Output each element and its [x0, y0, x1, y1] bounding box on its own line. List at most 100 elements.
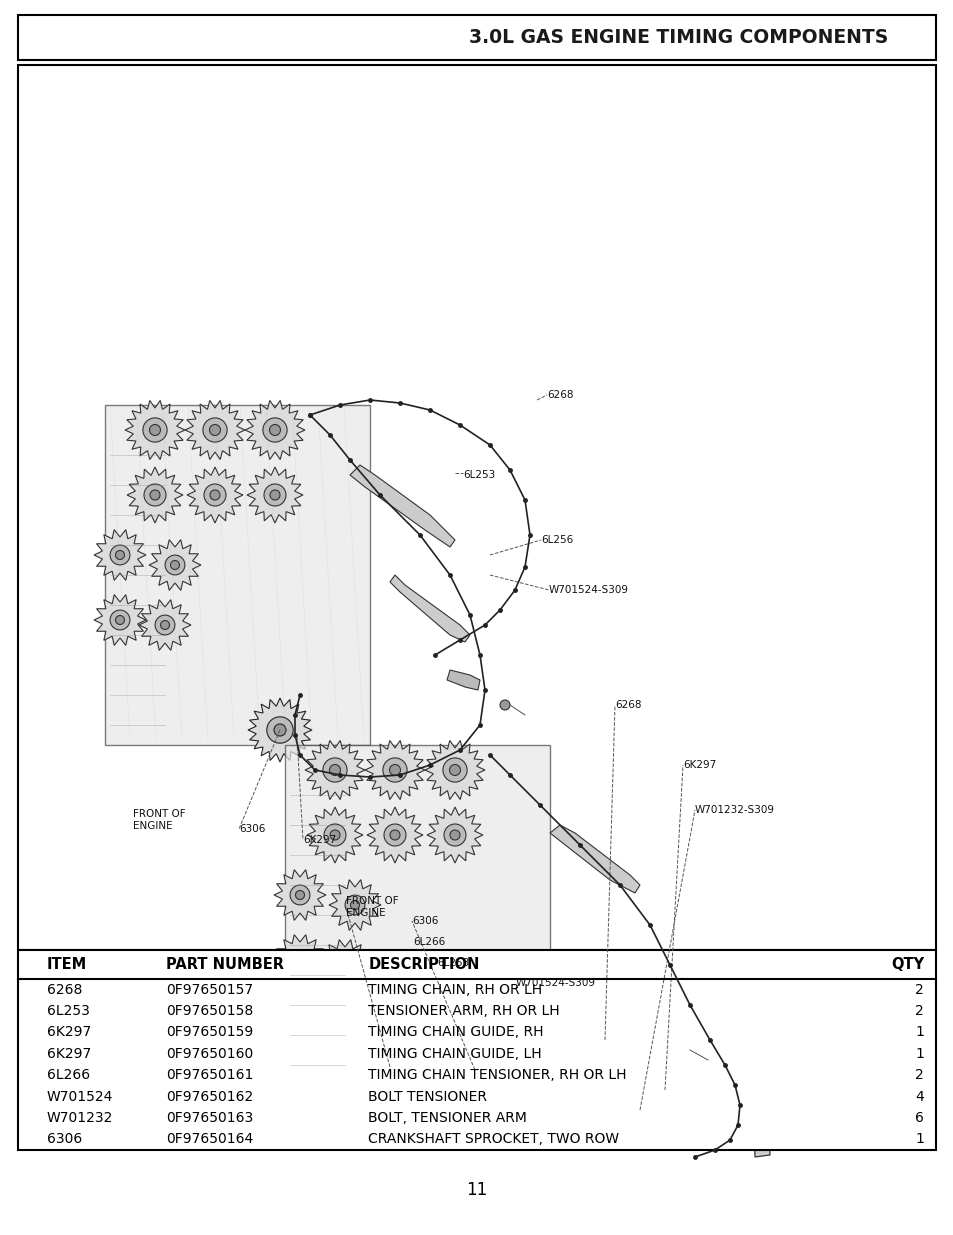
Text: 0F97650157: 0F97650157: [166, 983, 253, 997]
Polygon shape: [424, 741, 484, 799]
Text: FRONT OF
ENGINE: FRONT OF ENGINE: [132, 809, 186, 831]
Text: 2: 2: [914, 983, 923, 997]
Text: 6K297: 6K297: [47, 1047, 91, 1061]
Circle shape: [340, 961, 349, 969]
Text: TIMING CHAIN GUIDE, LH: TIMING CHAIN GUIDE, LH: [368, 1047, 541, 1061]
Text: 1: 1: [914, 1025, 923, 1040]
Text: ITEM: ITEM: [47, 957, 87, 972]
Polygon shape: [139, 600, 191, 651]
Polygon shape: [285, 745, 550, 1086]
Circle shape: [330, 830, 339, 840]
Text: 0F97650162: 0F97650162: [166, 1089, 253, 1104]
Polygon shape: [550, 825, 639, 893]
Text: 6: 6: [914, 1112, 923, 1125]
Polygon shape: [187, 467, 243, 522]
Circle shape: [155, 615, 174, 635]
Text: W701524-S309: W701524-S309: [516, 978, 596, 988]
Circle shape: [264, 484, 286, 506]
Circle shape: [384, 824, 406, 846]
Text: 0F97650163: 0F97650163: [166, 1112, 253, 1125]
Circle shape: [267, 716, 293, 743]
Text: 6306: 6306: [239, 824, 265, 834]
Text: 11: 11: [466, 1181, 487, 1199]
Bar: [18, 65, 935, 950]
Circle shape: [390, 830, 399, 840]
Polygon shape: [427, 806, 482, 863]
Text: 2: 2: [914, 1004, 923, 1018]
Circle shape: [442, 758, 467, 782]
Text: 1: 1: [914, 1132, 923, 1146]
Circle shape: [322, 758, 347, 782]
Text: 6K297: 6K297: [47, 1025, 91, 1040]
Circle shape: [499, 700, 510, 710]
Circle shape: [270, 490, 280, 500]
Text: TIMING CHAIN GUIDE, RH: TIMING CHAIN GUIDE, RH: [368, 1025, 543, 1040]
Polygon shape: [428, 1037, 492, 1102]
Polygon shape: [105, 405, 370, 745]
Text: DESCRIPTION: DESCRIPTION: [368, 957, 479, 972]
Text: 6306: 6306: [47, 1132, 82, 1146]
Circle shape: [679, 1045, 689, 1055]
Text: W701524: W701524: [47, 1089, 113, 1104]
Bar: [18, 950, 935, 1150]
Circle shape: [263, 417, 287, 442]
Polygon shape: [185, 400, 245, 459]
Circle shape: [389, 764, 400, 776]
Text: 0F97650160: 0F97650160: [166, 1047, 253, 1061]
Polygon shape: [307, 806, 363, 863]
Circle shape: [335, 955, 355, 974]
Text: TIMING CHAIN TENSIONER, RH OR LH: TIMING CHAIN TENSIONER, RH OR LH: [368, 1068, 626, 1082]
Text: 6K297: 6K297: [303, 835, 335, 845]
Polygon shape: [247, 467, 303, 522]
Text: 6L253: 6L253: [462, 471, 495, 480]
Text: BOLT TENSIONER: BOLT TENSIONER: [368, 1089, 487, 1104]
Polygon shape: [125, 400, 185, 459]
Text: FRONT OF
ENGINE: FRONT OF ENGINE: [346, 897, 398, 918]
Circle shape: [454, 1065, 465, 1076]
Circle shape: [295, 890, 304, 899]
Text: 6L253: 6L253: [47, 1004, 90, 1018]
Polygon shape: [127, 467, 183, 522]
Polygon shape: [390, 576, 470, 642]
Circle shape: [115, 615, 125, 625]
Polygon shape: [749, 1025, 769, 1157]
Text: 6K297: 6K297: [682, 760, 716, 769]
Circle shape: [269, 425, 280, 436]
Text: 4: 4: [914, 1089, 923, 1104]
Circle shape: [324, 824, 346, 846]
Polygon shape: [94, 594, 146, 646]
Polygon shape: [94, 530, 146, 580]
Circle shape: [382, 758, 407, 782]
Circle shape: [446, 1057, 473, 1083]
Circle shape: [449, 764, 460, 776]
Polygon shape: [274, 869, 326, 920]
Circle shape: [290, 950, 310, 969]
Text: 0F97650161: 0F97650161: [166, 1068, 253, 1082]
Circle shape: [274, 724, 286, 736]
Text: TIMING CHAIN, RH OR LH: TIMING CHAIN, RH OR LH: [368, 983, 542, 997]
Text: 6268: 6268: [546, 390, 573, 400]
Polygon shape: [274, 935, 326, 986]
Circle shape: [210, 425, 220, 436]
Polygon shape: [367, 806, 422, 863]
Polygon shape: [329, 879, 380, 930]
Circle shape: [171, 561, 179, 569]
Polygon shape: [318, 940, 371, 990]
Circle shape: [290, 885, 310, 905]
Polygon shape: [350, 466, 455, 547]
Polygon shape: [305, 741, 365, 799]
Circle shape: [443, 824, 465, 846]
Text: 0F97650164: 0F97650164: [166, 1132, 253, 1146]
Circle shape: [295, 956, 304, 965]
Circle shape: [144, 484, 166, 506]
Text: 6L266: 6L266: [413, 937, 445, 947]
Circle shape: [204, 484, 226, 506]
Text: 6L266: 6L266: [47, 1068, 90, 1082]
Text: W701232-S309: W701232-S309: [695, 805, 774, 815]
Circle shape: [210, 490, 220, 500]
Circle shape: [110, 610, 130, 630]
Bar: [18, 15, 935, 61]
Circle shape: [165, 555, 185, 576]
Polygon shape: [365, 741, 424, 799]
Circle shape: [450, 830, 459, 840]
